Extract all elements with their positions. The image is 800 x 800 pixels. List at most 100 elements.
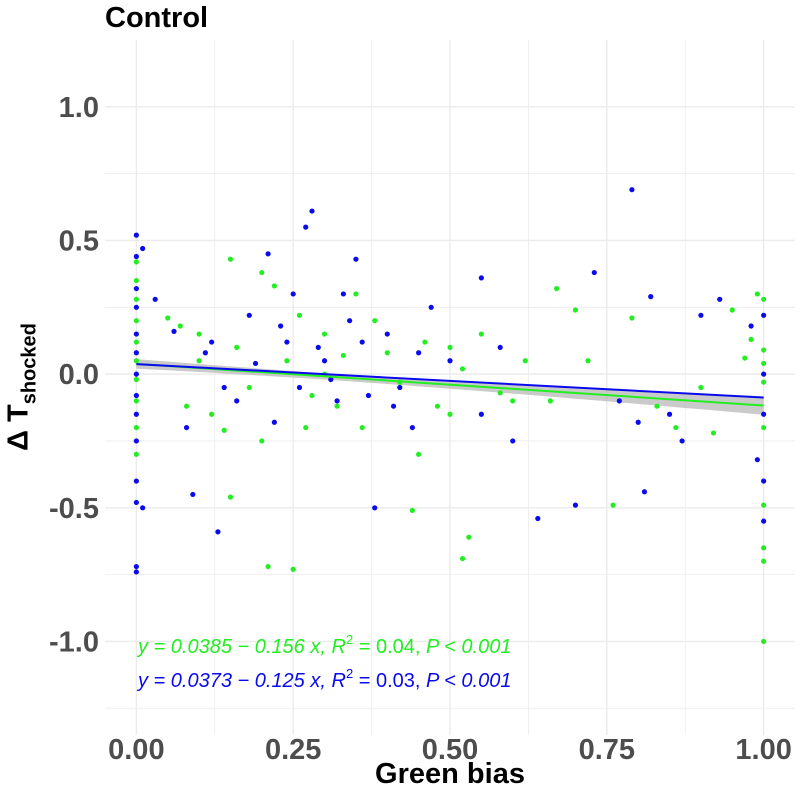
blue-data-point <box>384 331 390 337</box>
y-axis-label-subscript: shocked <box>18 323 41 405</box>
blue-data-point <box>698 312 704 318</box>
y-tick-labels: -1.0 -0.5 0.0 0.5 1.0 <box>49 92 99 659</box>
blue-data-point <box>629 187 635 193</box>
blue-regression-line <box>136 363 764 399</box>
blue-data-point <box>334 398 340 404</box>
blue-data-point <box>133 438 139 444</box>
green-data-point <box>761 558 767 564</box>
blue-data-point <box>679 438 685 444</box>
blue-data-point <box>296 384 303 391</box>
blue-data-point <box>171 328 177 334</box>
blue-data-point <box>761 312 767 318</box>
blue-data-point <box>133 499 139 506</box>
blue-data-point <box>183 424 190 431</box>
green-data-point <box>761 424 767 431</box>
blue-data-point <box>648 294 654 300</box>
blue-series-points <box>133 187 767 575</box>
x-axis-label: Green bias <box>375 758 525 790</box>
blue-regression-annotation: y = 0.0373 − 0.125 x, R2 = 0.03, P < 0.0… <box>138 667 512 693</box>
blue-data-point <box>535 515 541 522</box>
green-data-point <box>547 398 553 404</box>
blue-data-point <box>140 505 146 511</box>
green-data-point <box>259 269 265 276</box>
green-data-point <box>384 350 390 356</box>
blue-data-point <box>397 384 403 391</box>
green-data-point <box>522 358 528 364</box>
blue-data-point <box>133 331 139 337</box>
green-data-point <box>334 403 340 409</box>
blue-data-point <box>152 296 158 302</box>
green-data-point <box>177 323 183 329</box>
blue-data-point <box>510 438 516 444</box>
green-data-point <box>710 430 717 436</box>
blue-data-point <box>497 344 503 351</box>
blue-data-point <box>353 256 359 262</box>
blue-p-value: P < 0.001 <box>426 670 512 692</box>
green-regression-annotation: y = 0.0385 − 0.156 x, R2 = 0.04, P < 0.0… <box>138 633 512 659</box>
blue-data-point <box>328 376 334 383</box>
green-data-point <box>554 285 560 292</box>
y-axis-label-main: Δ T <box>2 404 35 451</box>
blue-data-point <box>748 323 754 329</box>
blue-data-point <box>372 505 378 511</box>
x-tick-label: 0.50 <box>422 734 478 766</box>
blue-data-point <box>234 398 240 404</box>
green-data-point <box>227 256 234 262</box>
regression-lines <box>136 362 764 407</box>
green-data-point <box>303 424 309 431</box>
blue-data-point <box>666 411 673 417</box>
blue-data-point <box>133 232 139 238</box>
green-data-point <box>284 358 290 364</box>
blue-data-point <box>290 291 296 297</box>
blue-data-point <box>761 411 767 417</box>
x-tick-label: 0.75 <box>579 734 635 766</box>
blue-data-point <box>761 518 767 524</box>
green-data-point <box>227 494 234 500</box>
blue-data-point <box>416 350 422 356</box>
green-regression-line <box>136 362 764 407</box>
green-data-point <box>654 403 660 409</box>
blue-data-point <box>754 457 760 463</box>
green-data-point <box>133 358 139 364</box>
green-data-point <box>133 277 139 284</box>
green-data-point <box>133 424 139 431</box>
blue-data-point <box>591 269 597 276</box>
blue-data-point <box>133 392 139 399</box>
blue-data-point <box>133 569 139 575</box>
blue-data-point <box>140 245 146 252</box>
green-r2-sup: 2 <box>345 632 354 647</box>
green-series-points <box>133 256 767 645</box>
green-data-point <box>729 307 735 313</box>
green-data-point <box>309 392 315 399</box>
blue-data-point <box>447 358 453 364</box>
grid-lines <box>105 40 795 735</box>
green-p-value: P < 0.001 <box>426 636 512 658</box>
green-data-point <box>209 411 215 417</box>
blue-data-point <box>278 323 284 329</box>
green-data-point <box>478 331 484 337</box>
blue-data-point <box>365 392 372 399</box>
blue-data-point <box>309 208 315 214</box>
blue-data-point <box>616 398 622 404</box>
green-data-point <box>296 312 303 318</box>
y-tick-label: 0.5 <box>59 225 99 257</box>
x-tick-label: 1.00 <box>735 734 791 766</box>
x-tick-labels: 0.00 0.25 0.50 0.75 1.00 <box>108 734 792 766</box>
blue-data-point <box>190 491 196 498</box>
blue-data-point <box>133 411 139 417</box>
green-data-point <box>748 336 754 342</box>
green-data-point <box>340 352 346 359</box>
green-data-point <box>754 291 760 297</box>
y-tick-label: -1.0 <box>49 626 99 658</box>
blue-data-point <box>252 360 259 367</box>
blue-data-point <box>761 371 767 377</box>
blue-data-point <box>635 419 641 425</box>
green-data-point <box>133 451 139 457</box>
green-data-point <box>447 344 453 351</box>
blue-data-point <box>133 371 139 377</box>
blue-data-point <box>359 339 365 345</box>
blue-data-point <box>409 424 415 431</box>
blue-data-point <box>133 478 139 484</box>
green-data-point <box>271 283 277 289</box>
